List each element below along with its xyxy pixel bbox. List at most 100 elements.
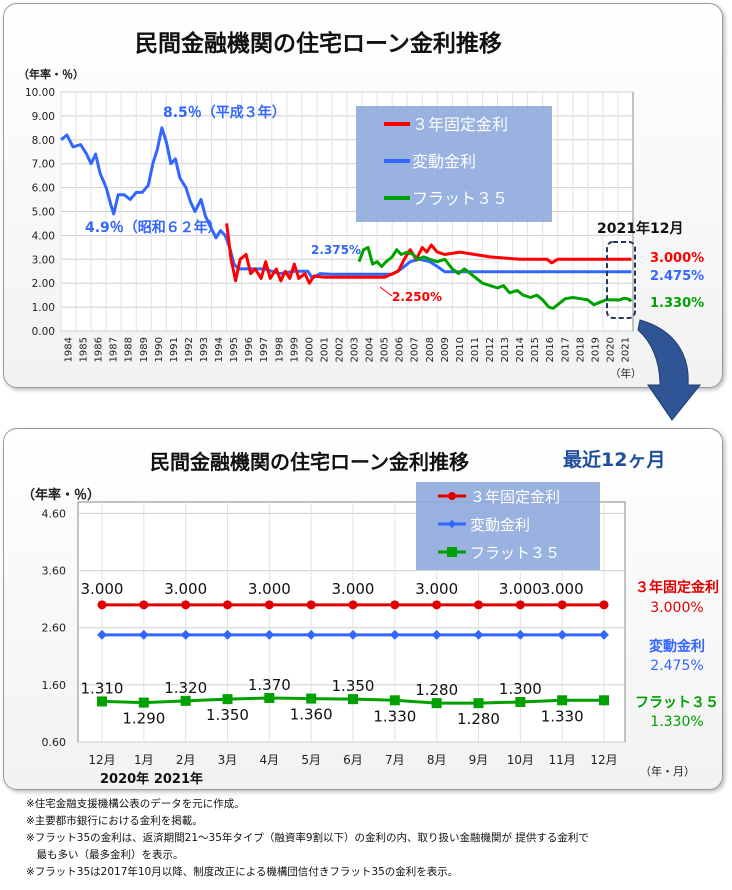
- bottom-data-label: 1.310: [81, 679, 124, 697]
- top-x-tick-label: 2003: [350, 337, 361, 362]
- top-series-line: [357, 245, 633, 310]
- variable-point: [515, 629, 526, 640]
- low-annotation: 4.9％（昭和６２年）: [85, 219, 222, 236]
- top-x-tick-label: 2001: [319, 337, 330, 362]
- top-x-tick-label: 2007: [410, 337, 421, 362]
- bottom-x-tick-label: 1月: [134, 753, 154, 767]
- bottom-data-label: 3.000: [248, 580, 291, 598]
- fixed3-point: [474, 600, 483, 610]
- bottom-x-tick-label: 12月: [88, 753, 115, 767]
- bottom-legend-marker: [447, 547, 457, 557]
- bottom-data-label: 1.330: [373, 707, 416, 725]
- bottom-data-label: 3.000: [332, 580, 375, 598]
- bottom-x-unit: （年・月）: [640, 764, 695, 778]
- bottom-line-chart: 0.60 1.60 2.60 3.60 4.60 12月 1月 2月 3月 4月 5月 6月 7月 8月 9…: [42, 482, 719, 787]
- bottom-data-label: 1.280: [457, 710, 500, 728]
- fixed3-point: [139, 600, 149, 610]
- flat35-point: [222, 694, 233, 705]
- top-x-tick-label: 2014: [515, 337, 526, 362]
- bottom-x-tick-label: 6月: [343, 753, 363, 767]
- footnote-5: ※フラット35は2017年10月以降、制度改正による機構団信付きフラット35の金…: [26, 866, 459, 878]
- fixed3-point: [557, 600, 567, 610]
- fixed3-point: [515, 600, 525, 610]
- top-x-tick-label: 2016: [545, 337, 556, 362]
- year-label-2021: 2021年: [154, 771, 203, 787]
- bottom-data-label: 1.370: [248, 676, 291, 694]
- top-x-tick-label: 2012: [485, 337, 496, 362]
- top-x-tick-label: 1994: [214, 337, 225, 362]
- top-x-tick-label: 1991: [169, 337, 180, 362]
- top-x-tick-label: 2018: [575, 337, 586, 362]
- top-y-tick-label: 7.00: [32, 159, 55, 171]
- bottom-y-tick-label: 3.60: [42, 565, 67, 578]
- bottom-data-label: 1.280: [415, 681, 458, 699]
- top-x-tick-label: 1987: [109, 337, 120, 362]
- footnotes: ※住宅金融支援機構公表のデータを元に作成。 ※主要都市銀行における金利を掲載。 …: [26, 796, 589, 881]
- top-y-axis-label: （年率・％）: [18, 68, 84, 81]
- top-x-tick-label: 1984: [64, 337, 75, 362]
- bottom-data-label: 3.000: [164, 580, 207, 598]
- top-y-tick-label: 1.00: [32, 302, 55, 314]
- top-line-chart: 0.00 1.00 2.00 3.00 4.00 5.00 6.00 7.00 8.00 9.00…: [25, 87, 704, 380]
- end-label-value: 3.000%: [650, 600, 703, 616]
- latest-month-label: 2021年12月: [597, 220, 683, 237]
- top-series-line: [225, 223, 632, 285]
- bottom-x-tick-label: 8月: [427, 753, 447, 767]
- top-x-tick-label: 1998: [274, 337, 285, 362]
- flat35-point: [97, 696, 107, 707]
- top-x-tick-label: 2004: [365, 337, 376, 362]
- top-y-tick-label: 10.00: [25, 87, 55, 99]
- fixed3-point: [181, 600, 191, 610]
- top-x-tick-label: 2011: [470, 337, 481, 362]
- fixed3-point: [348, 600, 358, 610]
- top-x-tick-label: 2009: [440, 337, 451, 362]
- top-legend-label: 変動金利: [412, 152, 476, 171]
- top-x-tick-label: 1988: [124, 337, 135, 362]
- end-label-value: 1.330%: [650, 714, 703, 730]
- footnote-3: ※フラット35の金利は、返済期間21～35年タイプ（融資率9割以下）の金利の内、…: [26, 832, 589, 844]
- bottom-legend-label: 変動金利: [470, 516, 530, 534]
- fixed3-point: [264, 600, 274, 610]
- bottom-legend-marker: [447, 519, 457, 529]
- end-label-name: ３年固定金利: [635, 579, 719, 596]
- top-y-tick-label: 4.00: [32, 230, 55, 242]
- top-y-tick-label: 9.00: [32, 111, 55, 123]
- flat35-point: [599, 695, 609, 706]
- variable-point: [138, 629, 149, 640]
- connector-arrow: [637, 319, 702, 421]
- flat35-point: [138, 697, 149, 708]
- bottom-data-label: 3.000: [415, 580, 458, 598]
- top-legend-label: フラット３５: [412, 189, 508, 208]
- fixed3-point: [432, 600, 442, 610]
- bottom-data-label: 1.350: [206, 706, 249, 724]
- end-label-name: 変動金利: [649, 638, 705, 655]
- end-label-fixed3: 3.000%: [650, 251, 704, 266]
- bottom-x-tick-label: 2月: [176, 753, 196, 767]
- flat35-point: [348, 694, 358, 705]
- bottom-chart-title: 民間金融機関の住宅ローン金利推移: [150, 450, 469, 474]
- bottom-data-label: 3.000: [81, 580, 124, 598]
- latest-month-highlight: [606, 241, 636, 319]
- top-y-tick-label: 0.00: [32, 326, 55, 338]
- flat35-point: [264, 693, 275, 703]
- top-x-tick-label: 1992: [184, 337, 195, 362]
- variable-point: [557, 629, 568, 640]
- flat35-point: [389, 695, 400, 706]
- variable-point: [222, 629, 233, 640]
- top-x-tick-label: 1989: [139, 337, 150, 362]
- bottom-chart-subtitle: 最近12ヶ月: [563, 449, 666, 471]
- variable-2375-annotation: 2.375%: [311, 243, 361, 257]
- top-y-tick-label: 8.00: [32, 135, 55, 147]
- bottom-data-label: 1.330: [541, 707, 584, 725]
- fixed3-point: [223, 600, 232, 610]
- top-x-tick-label: 2019: [590, 337, 601, 362]
- bottom-data-label: 1.300: [499, 680, 542, 698]
- top-y-tick-label: 6.00: [32, 183, 55, 195]
- end-label-flat35: 1.330%: [650, 296, 704, 311]
- top-x-tick-label: 1995: [229, 337, 240, 362]
- end-label-name: フラット３５: [635, 695, 719, 711]
- top-chart-title: 民間金融機関の住宅ローン金利推移: [135, 31, 502, 57]
- top-x-tick-label: 1997: [259, 337, 270, 362]
- top-x-tick-label: 2006: [395, 337, 406, 362]
- fixed3-point: [97, 600, 107, 610]
